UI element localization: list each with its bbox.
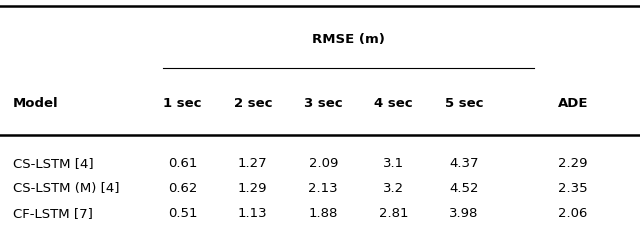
- Text: 1.27: 1.27: [238, 156, 268, 169]
- Text: 2 sec: 2 sec: [234, 97, 272, 109]
- Text: 2.29: 2.29: [558, 156, 588, 169]
- Text: 0.61: 0.61: [168, 156, 197, 169]
- Text: 2.81: 2.81: [379, 207, 408, 219]
- Text: 3.98: 3.98: [449, 207, 479, 219]
- Text: RMSE (m): RMSE (m): [312, 33, 385, 45]
- Text: 4.52: 4.52: [449, 181, 479, 194]
- Text: 3.2: 3.2: [383, 181, 404, 194]
- Text: 4 sec: 4 sec: [374, 97, 413, 109]
- Text: 1.88: 1.88: [308, 207, 338, 219]
- Text: Model: Model: [13, 97, 58, 109]
- Text: 5 sec: 5 sec: [445, 97, 483, 109]
- Text: CS-LSTM [4]: CS-LSTM [4]: [13, 156, 93, 169]
- Text: 2.35: 2.35: [558, 181, 588, 194]
- Text: 3.1: 3.1: [383, 156, 404, 169]
- Text: 1.29: 1.29: [238, 181, 268, 194]
- Text: 2.06: 2.06: [558, 207, 588, 219]
- Text: 1.13: 1.13: [238, 207, 268, 219]
- Text: 2.09: 2.09: [308, 156, 338, 169]
- Text: CS-LSTM (M) [4]: CS-LSTM (M) [4]: [13, 181, 119, 194]
- Text: 3 sec: 3 sec: [304, 97, 342, 109]
- Text: 0.62: 0.62: [168, 181, 197, 194]
- Text: 4.37: 4.37: [449, 156, 479, 169]
- Text: 2.13: 2.13: [308, 181, 338, 194]
- Text: CF-LSTM [7]: CF-LSTM [7]: [13, 207, 93, 219]
- Text: ADE: ADE: [557, 97, 588, 109]
- Text: 0.51: 0.51: [168, 207, 197, 219]
- Text: 1 sec: 1 sec: [163, 97, 202, 109]
